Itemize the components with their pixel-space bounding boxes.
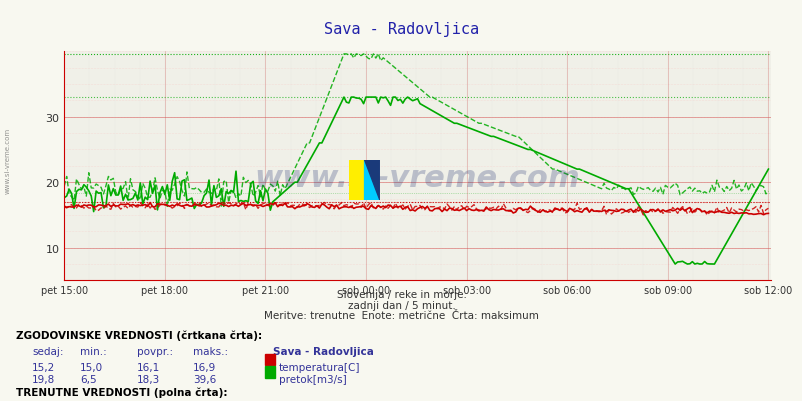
Polygon shape: [349, 160, 364, 200]
Text: Meritve: trenutne  Enote: metrične  Črta: maksimum: Meritve: trenutne Enote: metrične Črta: …: [264, 310, 538, 320]
Text: 39,6: 39,6: [192, 375, 216, 385]
Text: temperatura[C]: temperatura[C]: [278, 362, 359, 372]
Text: ZGODOVINSKE VREDNOSTI (črtkana črta):: ZGODOVINSKE VREDNOSTI (črtkana črta):: [16, 330, 262, 340]
Text: Slovenija / reke in morje.: Slovenija / reke in morje.: [336, 290, 466, 300]
Text: maks.:: maks.:: [192, 346, 228, 356]
Text: 18,3: 18,3: [136, 375, 160, 385]
Text: TRENUTNE VREDNOSTI (polna črta):: TRENUTNE VREDNOSTI (polna črta):: [16, 387, 227, 397]
Bar: [265, 354, 275, 365]
Text: 6,5: 6,5: [80, 375, 97, 385]
Text: pretok[m3/s]: pretok[m3/s]: [278, 375, 346, 385]
Text: 16,1: 16,1: [136, 362, 160, 372]
Text: 16,9: 16,9: [192, 362, 216, 372]
Text: min.:: min.:: [80, 346, 107, 356]
Text: sedaj:: sedaj:: [32, 346, 63, 356]
Bar: [265, 367, 275, 378]
Text: 19,8: 19,8: [32, 375, 55, 385]
Text: zadnji dan / 5 minut.: zadnji dan / 5 minut.: [347, 300, 455, 310]
Text: 15,2: 15,2: [32, 362, 55, 372]
Polygon shape: [364, 160, 379, 200]
Text: www.si-vreme.com: www.si-vreme.com: [254, 163, 580, 192]
Text: www.si-vreme.com: www.si-vreme.com: [5, 128, 10, 193]
Polygon shape: [364, 160, 379, 200]
Text: povpr.:: povpr.:: [136, 346, 172, 356]
Text: Sava - Radovljica: Sava - Radovljica: [273, 346, 374, 356]
Text: 15,0: 15,0: [80, 362, 103, 372]
Text: Sava - Radovljica: Sava - Radovljica: [323, 22, 479, 37]
